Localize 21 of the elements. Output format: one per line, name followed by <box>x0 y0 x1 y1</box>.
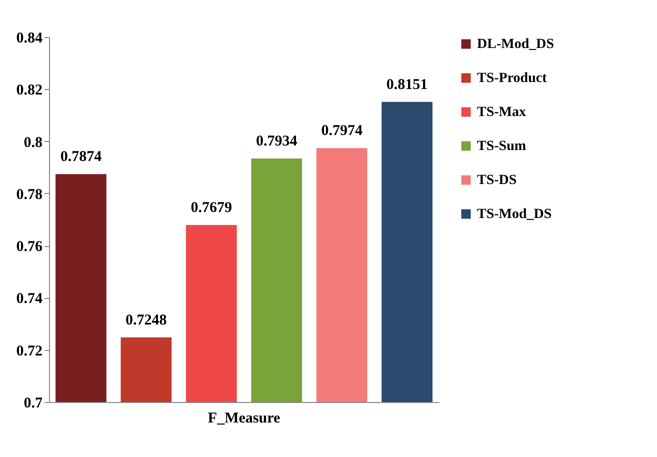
legend-label: TS-Sum <box>477 139 526 154</box>
y-tick-label: 0.8 <box>24 134 42 151</box>
legend-label: TS-DS <box>477 173 517 188</box>
legend-label: DL-Mod_DS <box>477 37 554 52</box>
data-label: 0.7974 <box>321 123 363 140</box>
y-tick-label: 0.84 <box>16 30 43 46</box>
data-label: 0.7934 <box>256 133 298 150</box>
y-tick-label: 0.72 <box>16 343 42 360</box>
y-tick-label: 0.82 <box>16 82 42 99</box>
data-label: 0.7248 <box>126 312 167 328</box>
y-tick-label: 0.7 <box>24 396 43 412</box>
data-label: 0.8151 <box>386 76 428 93</box>
data-label: 0.7874 <box>60 149 102 166</box>
y-tick-label: 0.76 <box>16 239 43 256</box>
data-label: 0.7679 <box>190 200 232 216</box>
y-tick-label: 0.74 <box>16 291 43 308</box>
legend-label: TS-Max <box>477 105 526 120</box>
legend-label: TS-Product <box>477 71 548 86</box>
legend-label: TS-Mod_DS <box>477 207 552 222</box>
x-tick-label: F_Measure <box>208 410 280 426</box>
y-tick-label: 0.78 <box>16 186 42 203</box>
